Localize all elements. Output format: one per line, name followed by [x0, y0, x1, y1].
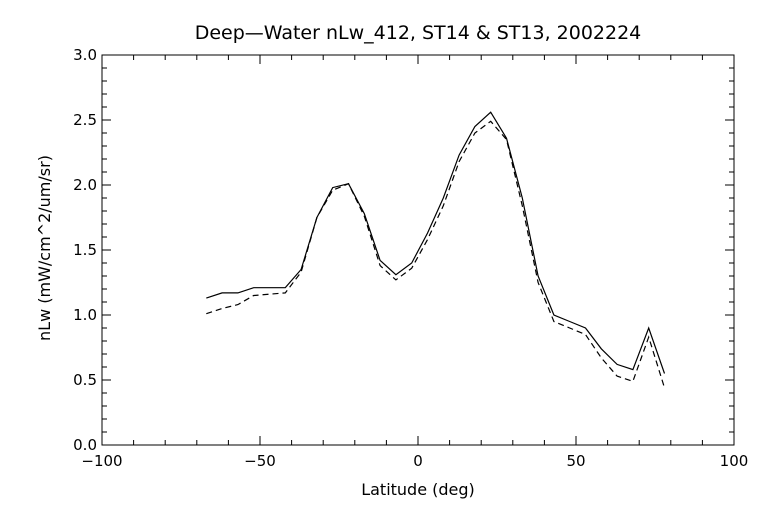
y-tick-label: 2.5 — [73, 111, 97, 129]
series-line-solid — [206, 111, 666, 374]
y-tick-label: 3.0 — [73, 46, 97, 64]
y-tick-label: 1.5 — [73, 241, 97, 259]
axis-ticks — [101, 54, 735, 446]
y-axis-label: nLw (mW/cm^2/um/sr) — [35, 155, 54, 341]
chart-title: Deep—Water nLw_412, ST14 & ST13, 2002224 — [195, 22, 642, 44]
x-axis-label: Latitude (deg) — [361, 480, 475, 499]
x-tick-label: 100 — [720, 452, 749, 470]
y-tick-label: 0.5 — [73, 371, 97, 389]
tick-labels: −100 −50 0 50 100 0.0 0.5 1.0 1.5 2.0 2.5 3.0 — [73, 46, 748, 470]
y-tick-label: 2.0 — [73, 176, 97, 194]
y-tick-label: 1.0 — [73, 306, 97, 324]
series-line-dashed — [206, 120, 666, 388]
series-layer — [206, 111, 666, 388]
x-tick-label: −50 — [244, 452, 276, 470]
x-tick-label: 50 — [566, 452, 585, 470]
x-tick-label: −100 — [81, 452, 122, 470]
x-tick-label: 0 — [413, 452, 423, 470]
y-tick-label: 0.0 — [73, 436, 97, 454]
